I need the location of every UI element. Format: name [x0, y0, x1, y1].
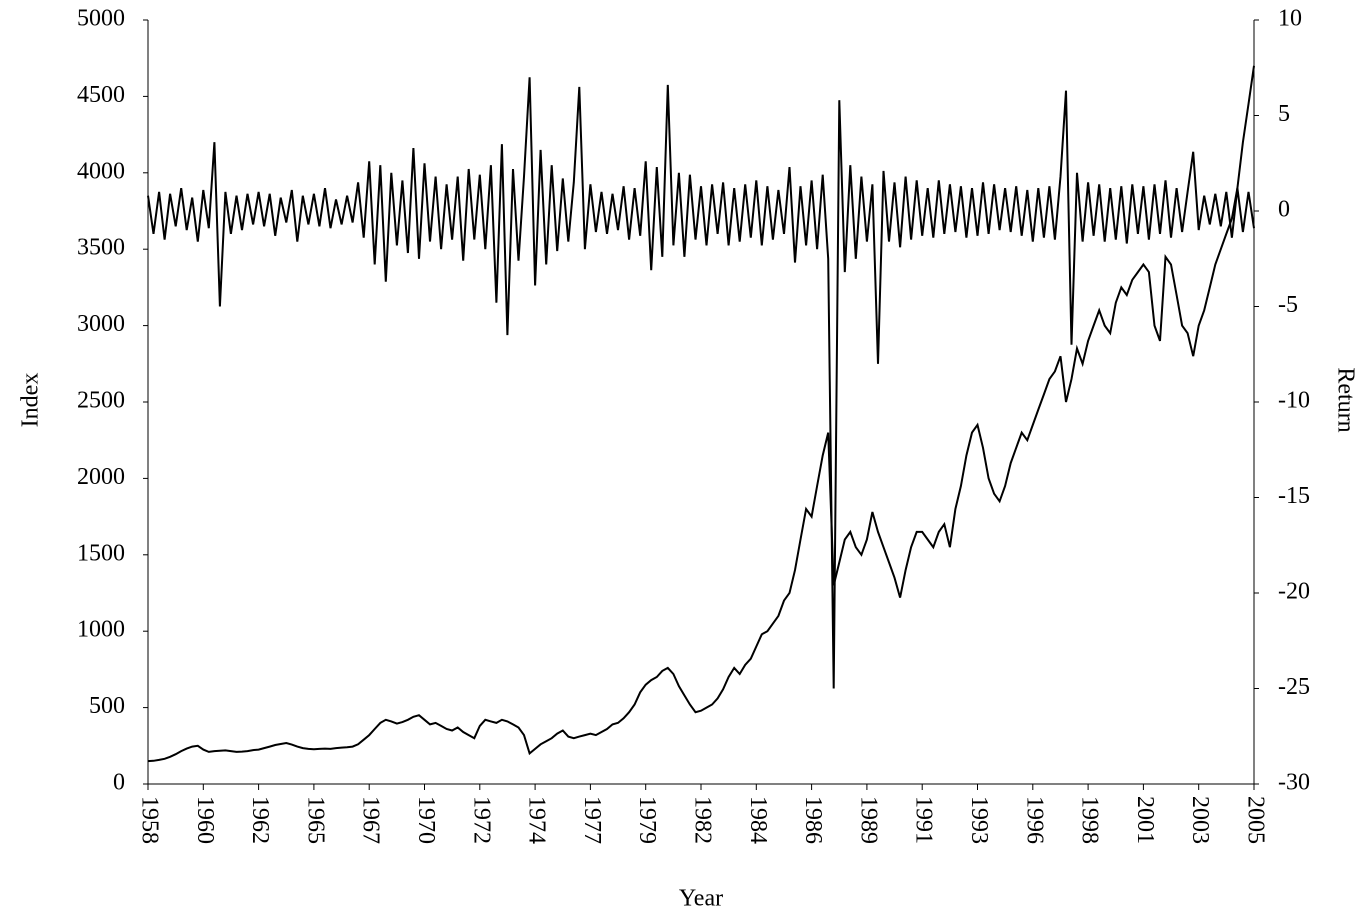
x-tick-label: 2003: [1187, 796, 1213, 844]
x-tick-label: 1986: [800, 796, 826, 844]
y-tick-label: 4500: [77, 82, 125, 108]
y2-tick-label: -15: [1278, 483, 1310, 509]
y2-tick-label: -20: [1278, 579, 1310, 605]
x-tick-label: 1998: [1077, 796, 1103, 844]
y-tick-label: 500: [89, 693, 125, 719]
y-tick-label: 2000: [77, 464, 125, 490]
x-tick-label: 2005: [1242, 796, 1268, 844]
x-tick-label: 1958: [136, 796, 162, 844]
x-tick-label: 1991: [911, 796, 937, 844]
y-tick-label: 3000: [77, 311, 125, 337]
x-tick-label: 1962: [247, 796, 273, 844]
y-tick-label: 1000: [77, 617, 125, 643]
y-tick-label: 5000: [77, 6, 125, 32]
y2-tick-label: 0: [1278, 197, 1290, 223]
x-axis-label: Year: [679, 886, 723, 912]
y2-tick-label: 5: [1278, 101, 1290, 127]
x-tick-label: 2001: [1132, 796, 1158, 844]
series-line: [147, 77, 1255, 689]
y-axis-label: Index: [18, 373, 44, 428]
x-tick-label: 1960: [192, 796, 218, 844]
y2-axis-label: Return: [1332, 367, 1358, 432]
y2-tick-label: -10: [1278, 388, 1310, 414]
y2-tick-label: 10: [1278, 6, 1302, 32]
x-tick-label: 1982: [689, 796, 715, 844]
x-tick-label: 1984: [745, 796, 771, 844]
y2-tick-label: -5: [1278, 292, 1298, 318]
y-tick-label: 1500: [77, 540, 125, 566]
x-tick-label: 1993: [966, 796, 992, 844]
x-tick-label: 1965: [302, 796, 328, 844]
series-line: [147, 65, 1255, 763]
x-tick-label: 1972: [468, 796, 494, 844]
y-tick-label: 4000: [77, 158, 125, 184]
x-tick-label: 1977: [579, 796, 605, 844]
x-tick-label: 1970: [413, 796, 439, 844]
x-tick-label: 1989: [855, 796, 881, 844]
y-tick-label: 3500: [77, 235, 125, 261]
y2-tick-label: -25: [1278, 674, 1310, 700]
x-tick-label: 1974: [524, 796, 550, 844]
y2-tick-label: -30: [1278, 770, 1310, 796]
x-tick-label: 1967: [358, 796, 384, 844]
x-tick-label: 1996: [1021, 796, 1047, 844]
x-tick-label: 1979: [634, 796, 660, 844]
y-tick-label: 0: [113, 770, 125, 796]
y-tick-label: 2500: [77, 388, 125, 414]
